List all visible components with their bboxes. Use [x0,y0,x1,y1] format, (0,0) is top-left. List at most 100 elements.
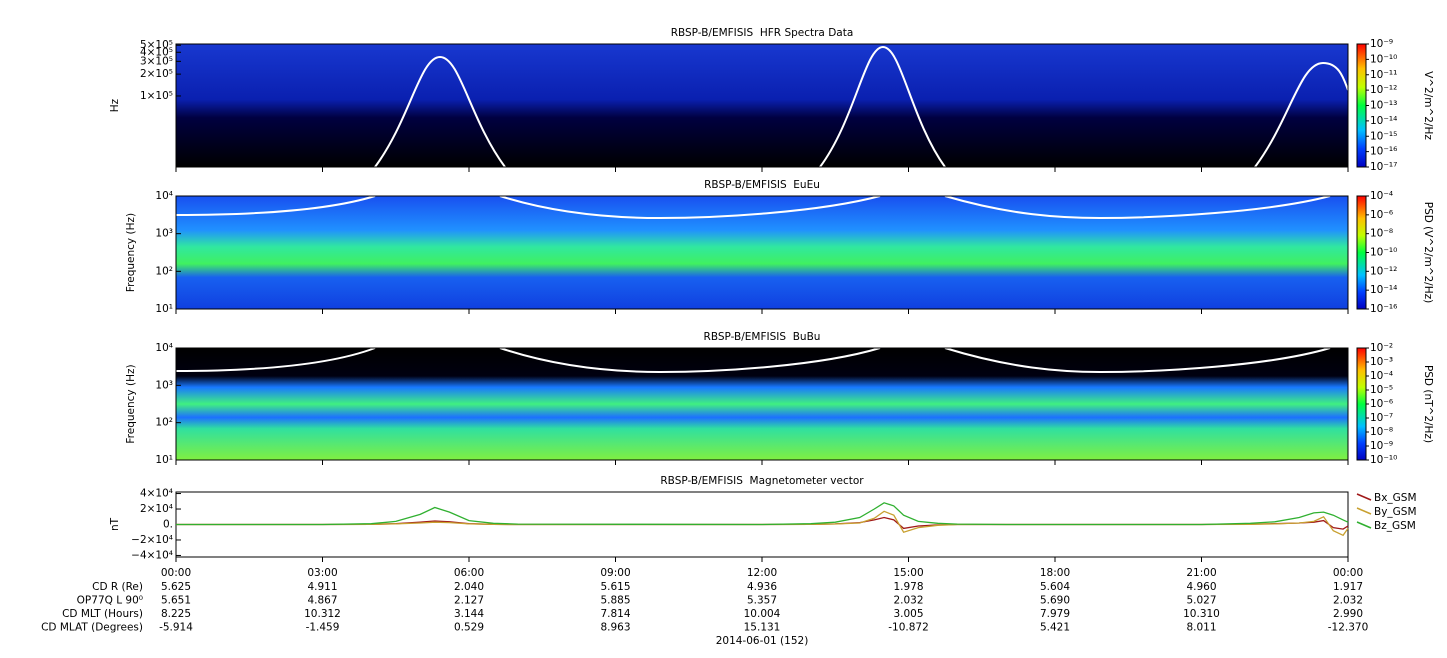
ephemeris-value: 8.225 [161,608,191,620]
ephemeris-value: 8.963 [600,622,630,634]
ephemeris-value: 4.867 [307,595,337,607]
colorbar-tick-label: 10⁻³ [1370,356,1393,368]
y-axis-label: Hz [109,98,121,112]
colorbar-tick-label: 10⁻¹³ [1370,100,1397,112]
x-tick-label: 00:00 [161,567,191,579]
x-tick-label: 06:00 [454,567,484,579]
spectrogram-2 [176,196,1348,309]
ephemeris-value: 2.032 [893,595,923,607]
ephemeris-value: 5.421 [1040,622,1070,634]
y-tick-label: 3×10⁵ [140,55,173,67]
ephemeris-label: CD MLAT (Degrees) [41,622,143,634]
ephemeris-value: 5.885 [600,595,630,607]
plot-frame [175,43,1349,168]
ephemeris-value: 5.651 [161,595,191,607]
curve [374,55,506,168]
colorbar-tick-label: 10⁻¹⁶ [1370,303,1397,315]
ephemeris-label: CD R (Re) [92,581,143,593]
ephemeris-value: 8.011 [1186,622,1216,634]
ephemeris-value: 2.127 [454,595,484,607]
ephemeris-value: 10.310 [1183,608,1220,620]
legend-label: Bz_GSM [1374,520,1416,532]
legend-swatch [1356,507,1372,515]
colorbar-tick-label: 10⁻¹¹ [1370,69,1397,81]
ephemeris-value: 7.979 [1040,608,1070,620]
y-tick-label: 2×10⁴ [140,503,173,515]
ephemeris-value: 10.004 [744,608,781,620]
colorbar-tick-label: 10⁻⁴ [1370,190,1393,202]
colorbar-tick-label: 10⁻⁷ [1370,412,1393,424]
ephemeris-value: -1.459 [306,622,340,634]
y-tick-label: 0. [163,519,173,531]
panel-title: RBSP-B/EMFISIS EuEu [704,179,820,191]
y-axis-label: Frequency (Hz) [125,364,137,443]
colorbar-tick-label: 10⁻⁸ [1370,228,1393,240]
y-tick-label: −2×10⁴ [131,534,173,546]
curve [175,195,376,216]
curve [819,45,946,168]
cyclotron-curves [175,45,1349,374]
ephemeris-value: 5.027 [1186,595,1216,607]
line [176,502,1349,526]
colorbar-frame [1356,195,1367,310]
ephemeris-value: 4.960 [1186,581,1216,593]
y-tick-label: 10¹ [155,454,173,466]
y-axis-label: Frequency (Hz) [125,213,137,292]
x-axis-label: 2014-06-01 (152) [716,635,809,647]
spectrogram-images [175,44,1366,460]
ephemeris-value: 3.005 [893,608,923,620]
colorbar-tick-label: 10⁻⁴ [1370,370,1393,382]
ephemeris-value: 5.690 [1040,595,1070,607]
colorbar-tick-label: 10⁻⁹ [1370,38,1393,50]
ephemeris-value: 1.917 [1333,581,1363,593]
ephemeris-value: 5.604 [1040,581,1070,593]
ephemeris-value: -5.914 [159,622,193,634]
curve [1254,61,1349,168]
colorbar-tick-label: 10⁻¹⁰ [1370,53,1397,65]
legend-label: By_GSM [1374,506,1417,518]
colorbar-tick-label: 10⁻¹⁴ [1370,115,1397,127]
ephemeris-value: 1.978 [893,581,923,593]
x-tick-label: 21:00 [1186,567,1216,579]
colorbar-tick-label: 10⁻² [1370,342,1393,354]
spectrogram-1 [176,44,1348,167]
curve [944,195,1331,220]
ephemeris-value: 0.529 [454,622,484,634]
line [176,516,1349,530]
curve [944,347,1331,374]
legend-swatch [1356,521,1372,529]
ephemeris-value: 4.911 [307,581,337,593]
colorbar [1357,196,1366,309]
colorbar-tick-label: 10⁻¹⁷ [1370,161,1397,173]
colorbar-label: PSD (nT^2/Hz) [1422,365,1434,443]
colorbar-frame [1356,347,1367,461]
x-tick-label: 12:00 [747,567,777,579]
x-tick-label: 18:00 [1040,567,1070,579]
y-tick-label: 5×10⁵ [140,39,173,51]
ephemeris-value: 2.990 [1333,608,1363,620]
colorbar-tick-label: 10⁻⁹ [1370,440,1393,452]
x-tick-label: 09:00 [600,567,630,579]
curve [499,195,881,220]
ephemeris-value: -12.370 [1328,622,1369,634]
ephemeris-value: 5.357 [747,595,777,607]
colorbar-tick-label: 10⁻⁸ [1370,426,1393,438]
ephemeris-value: 5.625 [161,581,191,593]
colorbar-tick-label: 10⁻¹⁶ [1370,146,1397,158]
ephemeris-label: OP77Q L 90⁰ [77,595,143,607]
colorbar-tick-label: 10⁻⁶ [1370,398,1393,410]
line [176,510,1349,537]
ephemeris-value: 2.040 [454,581,484,593]
ephemeris-label: CD MLT (Hours) [62,608,143,620]
y-tick-label: −4×10⁴ [131,549,173,561]
y-tick-label: 10² [155,265,173,277]
colorbar-tick-label: 10⁻⁵ [1370,384,1393,396]
ephemeris-value: 2.032 [1333,595,1363,607]
panel-title: RBSP-B/EMFISIS Magnetometer vector [660,475,864,487]
colorbar [1357,44,1366,167]
ephemeris-value: 4.936 [747,581,777,593]
colorbar-tick-label: 10⁻¹⁰ [1370,247,1397,259]
x-tick-label: 15:00 [893,567,923,579]
y-tick-label: 4×10⁵ [140,46,173,58]
